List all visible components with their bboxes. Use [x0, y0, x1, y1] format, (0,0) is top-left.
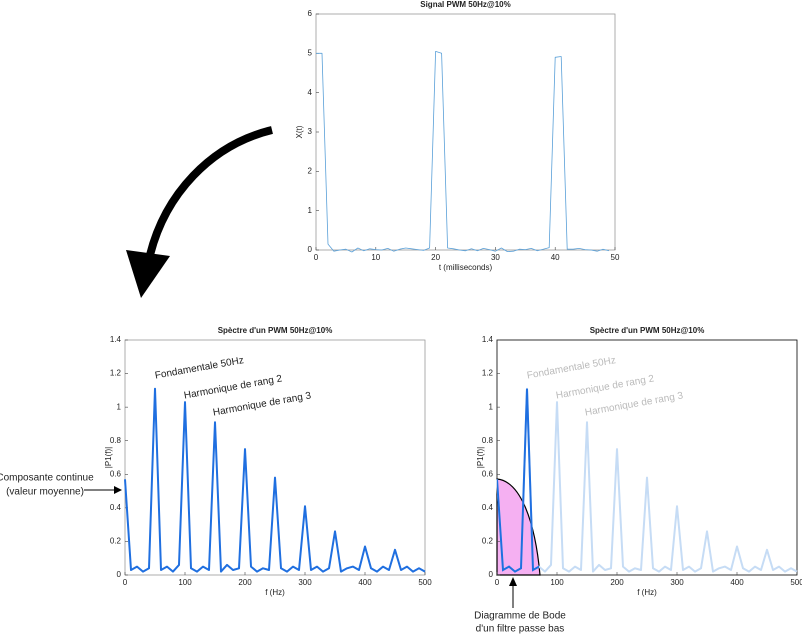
- x-tick-label: 100: [550, 578, 564, 587]
- big-arrow: [146, 126, 273, 256]
- y-tick-label: 1: [308, 206, 313, 215]
- y-tick-label: 1.2: [482, 369, 494, 378]
- y-tick-label: 0.8: [110, 436, 122, 445]
- y-tick-label: 0.8: [482, 436, 494, 445]
- annotation: Fondamentale 50Hz: [154, 355, 245, 381]
- bode-note: Diagramme de Bode: [474, 611, 566, 622]
- x-tick-label: 500: [790, 578, 802, 587]
- y-tick-label: 1.4: [110, 335, 122, 344]
- y-tick-label: 0: [308, 245, 313, 254]
- x-axis-label: t (milliseconds): [439, 263, 493, 272]
- line: [496, 387, 798, 573]
- y-tick-label: 0.4: [482, 503, 494, 512]
- x-tick-label: 200: [238, 578, 252, 587]
- x-tick-label: 50: [611, 253, 620, 262]
- axes-box: [124, 339, 426, 576]
- y-tick-label: 4: [308, 88, 313, 97]
- x-tick-label: 300: [670, 578, 684, 587]
- y-tick-label: 0.6: [110, 469, 122, 478]
- y-tick-label: 3: [308, 127, 313, 136]
- x-axis-label: f (Hz): [637, 588, 657, 597]
- chart-title: Spèctre d'un PWM 50Hz@10%: [590, 326, 705, 335]
- x-tick-label: 400: [358, 578, 372, 587]
- axes-box: [315, 13, 616, 251]
- y-tick-label: 6: [308, 9, 313, 18]
- x-tick-label: 40: [551, 253, 560, 262]
- y-tick-label: 5: [308, 48, 313, 57]
- x-tick-label: 0: [314, 253, 319, 262]
- x-axis-label: f (Hz): [265, 588, 285, 597]
- big-arrow-head: [126, 250, 170, 298]
- bode-arrow-head: [509, 577, 517, 586]
- x-tick-label: 500: [418, 578, 432, 587]
- axes-box: [496, 339, 798, 576]
- dc-arrow-head: [114, 486, 122, 494]
- y-axis-label: |P1(f)|: [104, 447, 113, 469]
- y-tick-label: 0: [117, 570, 122, 579]
- x-tick-label: 400: [730, 578, 744, 587]
- y-tick-label: 0.6: [482, 469, 494, 478]
- dc-note: (valeur moyenne): [6, 487, 84, 498]
- y-tick-label: 1.2: [110, 369, 122, 378]
- x-tick-label: 30: [491, 253, 500, 262]
- annotation: Harmonique de rang 3: [584, 390, 684, 418]
- chart-title: Signal PWM 50Hz@10%: [420, 0, 511, 9]
- x-tick-label: 200: [610, 578, 624, 587]
- x-tick-label: 20: [431, 253, 440, 262]
- annotation: Harmonique de rang 3: [212, 390, 312, 418]
- y-tick-label: 2: [308, 166, 313, 175]
- y-tick-label: 0.2: [482, 537, 494, 546]
- y-axis-label: |P1(f)|: [476, 447, 485, 469]
- line: [316, 51, 610, 253]
- chart-title: Spèctre d'un PWM 50Hz@10%: [218, 326, 333, 335]
- y-tick-label: 1.4: [482, 335, 494, 344]
- x-tick-label: 10: [371, 253, 380, 262]
- line: [124, 387, 426, 573]
- y-tick-label: 1: [117, 402, 122, 411]
- annotation: Fondamentale 50Hz: [526, 355, 617, 381]
- x-tick-label: 100: [178, 578, 192, 587]
- y-axis-label: X(t): [295, 125, 304, 138]
- y-tick-label: 1: [489, 402, 494, 411]
- bode-note: d'un filtre passe bas: [476, 624, 565, 635]
- x-tick-label: 0: [123, 578, 128, 587]
- y-tick-label: 0: [489, 570, 494, 579]
- y-tick-label: 0.4: [110, 503, 122, 512]
- x-tick-label: 300: [298, 578, 312, 587]
- y-tick-label: 0.2: [110, 537, 122, 546]
- x-tick-label: 0: [495, 578, 500, 587]
- dc-note: Composante continue: [0, 473, 94, 484]
